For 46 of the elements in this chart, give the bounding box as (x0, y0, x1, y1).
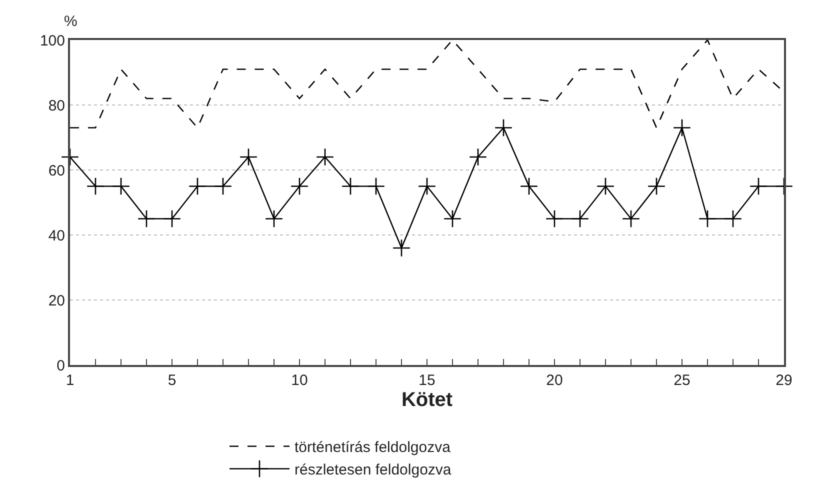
point (749, 177, 768, 196)
point (672, 118, 692, 137)
y-tick-label: 0 (56, 357, 65, 374)
point (137, 210, 156, 228)
x-tick-label: 29 (776, 372, 792, 389)
point (341, 177, 360, 196)
point (545, 210, 564, 228)
point (622, 210, 640, 228)
y-tick-label: 60 (48, 162, 65, 180)
legend-label: részletesen feldolgozva (294, 462, 452, 479)
x-tick-label: 1 (66, 372, 74, 389)
point (698, 210, 717, 228)
point (290, 177, 309, 196)
y-tick-label: 100 (40, 32, 65, 50)
point (570, 210, 590, 228)
y-tick-label: 80 (48, 97, 65, 114)
legend-label: történetírás feldolgozva (294, 439, 452, 456)
point (647, 177, 666, 196)
x-tick-label: 20 (546, 372, 563, 389)
x-tick-label: 5 (168, 372, 176, 389)
point (60, 148, 80, 166)
point (112, 177, 130, 196)
x-axis-title: Kötet (401, 389, 453, 411)
point (214, 177, 232, 196)
point (468, 148, 488, 166)
point (443, 210, 462, 228)
point (596, 177, 615, 196)
point (392, 238, 411, 258)
point (316, 148, 334, 166)
point (239, 148, 258, 166)
point (520, 177, 538, 196)
point (774, 177, 794, 196)
point (418, 177, 436, 196)
y-axis-title: % (64, 13, 78, 30)
point (188, 177, 207, 196)
x-tick-label: 15 (418, 372, 436, 389)
point (162, 210, 182, 228)
point (366, 177, 386, 196)
y-tick-label: 40 (48, 227, 65, 244)
point (264, 210, 284, 228)
point (724, 210, 742, 228)
point (86, 177, 105, 196)
x-tick-label: 25 (674, 372, 690, 389)
y-tick-label: 20 (48, 292, 65, 310)
point (494, 118, 513, 137)
x-tick-label: 10 (291, 372, 308, 389)
